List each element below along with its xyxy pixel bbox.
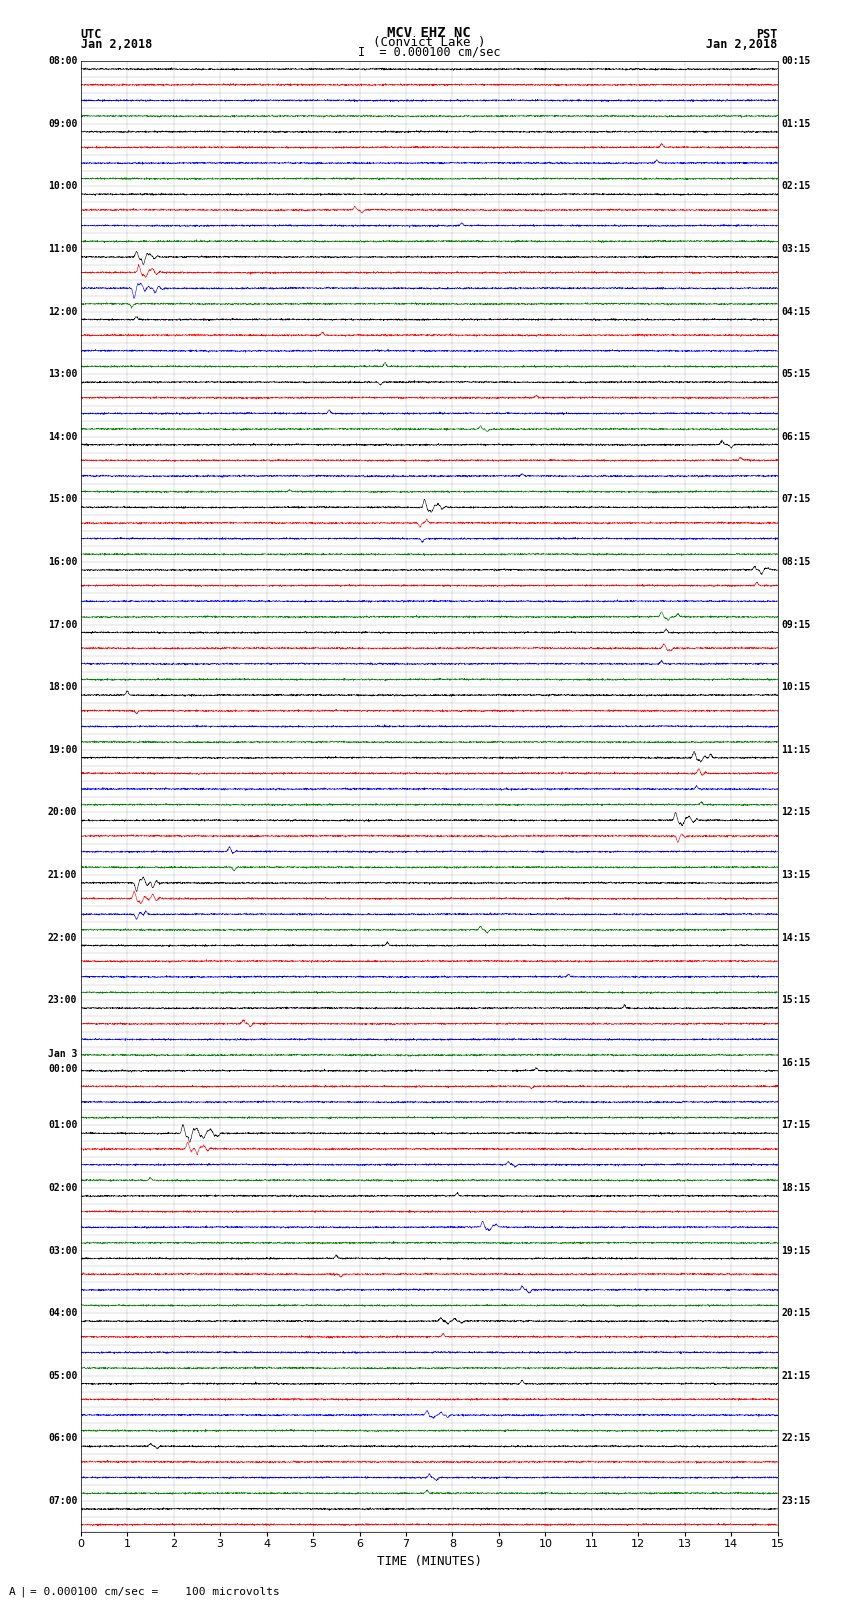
Text: 08:15: 08:15 bbox=[781, 556, 811, 568]
Text: 09:00: 09:00 bbox=[48, 119, 77, 129]
Text: 03:00: 03:00 bbox=[48, 1245, 77, 1255]
Text: 02:00: 02:00 bbox=[48, 1182, 77, 1194]
Text: 20:00: 20:00 bbox=[48, 808, 77, 818]
Text: 21:00: 21:00 bbox=[48, 869, 77, 881]
Text: 17:15: 17:15 bbox=[781, 1121, 811, 1131]
Text: 23:00: 23:00 bbox=[48, 995, 77, 1005]
Text: 10:00: 10:00 bbox=[48, 182, 77, 192]
Text: 19:15: 19:15 bbox=[781, 1245, 811, 1255]
Text: Jan 2,2018: Jan 2,2018 bbox=[81, 37, 152, 50]
Text: 12:00: 12:00 bbox=[48, 306, 77, 316]
Text: UTC: UTC bbox=[81, 27, 102, 40]
Text: 22:15: 22:15 bbox=[781, 1434, 811, 1444]
Text: 06:00: 06:00 bbox=[48, 1434, 77, 1444]
Text: 06:15: 06:15 bbox=[781, 432, 811, 442]
Text: 20:15: 20:15 bbox=[781, 1308, 811, 1318]
Text: 05:15: 05:15 bbox=[781, 369, 811, 379]
Text: 04:00: 04:00 bbox=[48, 1308, 77, 1318]
Text: A: A bbox=[8, 1587, 15, 1597]
Text: 16:15: 16:15 bbox=[781, 1058, 811, 1068]
Text: 14:15: 14:15 bbox=[781, 932, 811, 942]
Text: 19:00: 19:00 bbox=[48, 745, 77, 755]
Text: = 0.000100 cm/sec =    100 microvolts: = 0.000100 cm/sec = 100 microvolts bbox=[30, 1587, 280, 1597]
Text: 16:00: 16:00 bbox=[48, 556, 77, 568]
Text: 10:15: 10:15 bbox=[781, 682, 811, 692]
Text: 04:15: 04:15 bbox=[781, 306, 811, 316]
Text: 12:15: 12:15 bbox=[781, 808, 811, 818]
Text: 21:15: 21:15 bbox=[781, 1371, 811, 1381]
Text: 15:00: 15:00 bbox=[48, 495, 77, 505]
Text: 07:15: 07:15 bbox=[781, 495, 811, 505]
Text: 03:15: 03:15 bbox=[781, 244, 811, 255]
Text: 13:00: 13:00 bbox=[48, 369, 77, 379]
Text: MCV EHZ NC: MCV EHZ NC bbox=[388, 26, 471, 39]
Text: 08:00: 08:00 bbox=[48, 56, 77, 66]
Text: PST: PST bbox=[756, 27, 778, 40]
Text: 02:15: 02:15 bbox=[781, 182, 811, 192]
Text: 07:00: 07:00 bbox=[48, 1495, 77, 1507]
Text: 05:00: 05:00 bbox=[48, 1371, 77, 1381]
Text: 18:15: 18:15 bbox=[781, 1182, 811, 1194]
Text: 22:00: 22:00 bbox=[48, 932, 77, 942]
Text: 23:15: 23:15 bbox=[781, 1495, 811, 1507]
Text: 00:15: 00:15 bbox=[781, 56, 811, 66]
Text: 15:15: 15:15 bbox=[781, 995, 811, 1005]
Text: 09:15: 09:15 bbox=[781, 619, 811, 629]
Text: 11:15: 11:15 bbox=[781, 745, 811, 755]
Text: 00:00: 00:00 bbox=[48, 1063, 77, 1074]
Text: 01:15: 01:15 bbox=[781, 119, 811, 129]
Text: 01:00: 01:00 bbox=[48, 1121, 77, 1131]
Text: Jan 2,2018: Jan 2,2018 bbox=[706, 37, 778, 50]
Text: I  = 0.000100 cm/sec: I = 0.000100 cm/sec bbox=[358, 45, 501, 58]
Text: 14:00: 14:00 bbox=[48, 432, 77, 442]
Text: 17:00: 17:00 bbox=[48, 619, 77, 629]
Text: (Convict Lake ): (Convict Lake ) bbox=[373, 35, 485, 50]
Text: 18:00: 18:00 bbox=[48, 682, 77, 692]
Text: Jan 3: Jan 3 bbox=[48, 1048, 77, 1058]
X-axis label: TIME (MINUTES): TIME (MINUTES) bbox=[377, 1555, 482, 1568]
Text: 13:15: 13:15 bbox=[781, 869, 811, 881]
Text: |: | bbox=[19, 1586, 26, 1597]
Text: 11:00: 11:00 bbox=[48, 244, 77, 255]
